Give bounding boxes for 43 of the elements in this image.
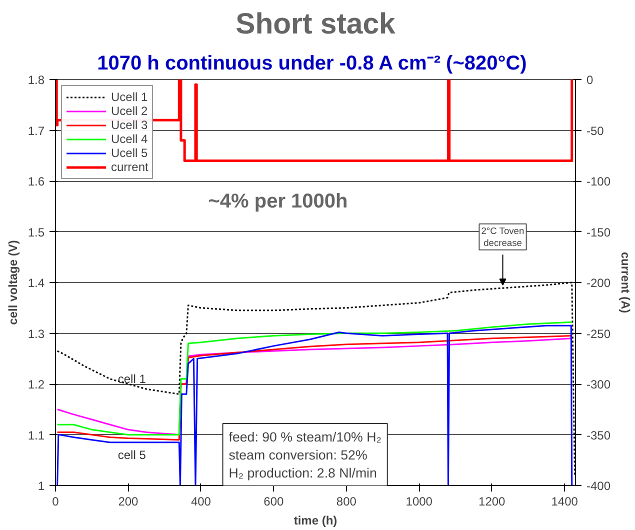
annotation: feed: 90 % steam/10% H₂ steam conversion: 52% H₂ production: 2.8 Nl/min [228,430,382,481]
y-tick-label: 1.8 [28,73,45,87]
annotation: cell 1 [118,372,146,386]
y-tick-label: 1.3 [28,326,45,341]
chart-subtitle: 1070 h continuous under -0.8 A cm⁻² (~820°C) [97,52,527,74]
x-tick-label: 0 [52,494,60,508]
y-tick-label: 1.1 [28,428,45,442]
x-tick-label: 1200 [478,494,506,508]
y-tick-label: 1.2 [28,378,45,392]
y2-tick-label: 0 [586,73,594,87]
y2-tick-label: -250 [586,326,611,341]
y-tick-label: 1.4 [28,276,45,290]
x-tick-label: 400 [190,494,212,508]
annotation: 2°C Toven decrease [481,226,524,248]
y2-tick-label: -200 [586,276,611,290]
y2-tick-label: -50 [586,124,604,138]
line-series [56,80,574,162]
x-tick-label: 800 [336,494,357,508]
annotation: cell 5 [118,448,146,462]
y-axis-title: cell voltage (V) [6,240,20,325]
y2-tick-label: -350 [586,428,611,442]
y2-tick-label: -300 [586,378,611,392]
legend-label: Ucell 1 [111,90,148,104]
y-tick-label: 1.5 [28,225,45,240]
y-tick-label: 1.6 [28,174,45,188]
y-tick-label: 1 [38,479,45,493]
legend-label: current [111,160,148,174]
y2-axis-title: current (A) [618,252,633,314]
x-tick-label: 200 [118,494,139,508]
x-tick-label: 600 [264,494,284,508]
y2-tick-label: -400 [586,479,611,493]
y2-tick-label: -150 [586,225,611,240]
y2-tick-label: -100 [586,174,611,188]
legend-label: Ucell 3 [111,118,148,132]
legend-label: Ucell 4 [111,132,148,146]
legend-label: Ucell 2 [111,104,148,118]
x-tick-label: 1400 [551,494,578,508]
legend-label: Ucell 5 [111,146,148,160]
annotation: ~4% per 1000h [208,190,348,212]
x-tick-label: 1000 [406,494,433,508]
y-tick-label: 1.7 [28,124,45,138]
x-axis-title: time (h) [294,514,338,528]
chart-title: Short stack [236,8,396,40]
